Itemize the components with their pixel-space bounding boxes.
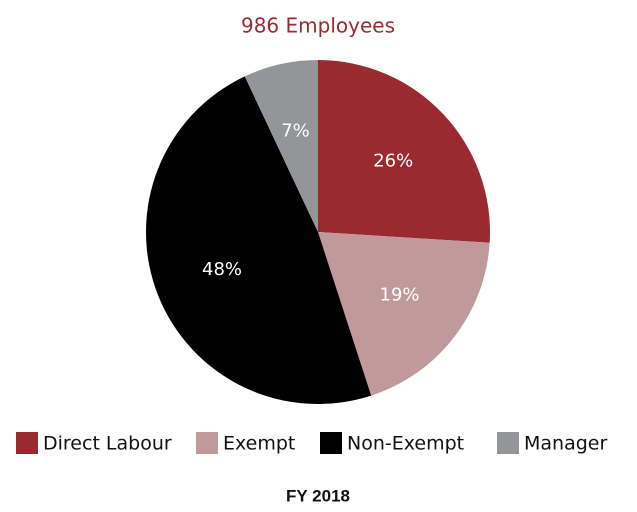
legend-label: Direct Labour (43, 433, 172, 455)
slice-label: 48% (202, 259, 242, 280)
legend-swatch (497, 432, 519, 454)
slice-label: 26% (373, 150, 413, 171)
pie-slice (318, 232, 490, 396)
legend-label: Manager (524, 433, 607, 455)
chart-title: 986 Employees (241, 14, 395, 38)
slice-label: 19% (380, 284, 420, 305)
legend-label: Exempt (223, 433, 295, 455)
legend-swatch (196, 432, 218, 454)
pie-slice (318, 60, 490, 243)
legend-label: Non-Exempt (347, 433, 464, 455)
slice-label: 7% (281, 120, 310, 141)
caption: FY 2018 (286, 486, 350, 505)
pie-slice (145, 76, 372, 405)
pie-slice (244, 60, 318, 232)
legend-swatch (16, 432, 38, 454)
legend-swatch (320, 432, 342, 454)
